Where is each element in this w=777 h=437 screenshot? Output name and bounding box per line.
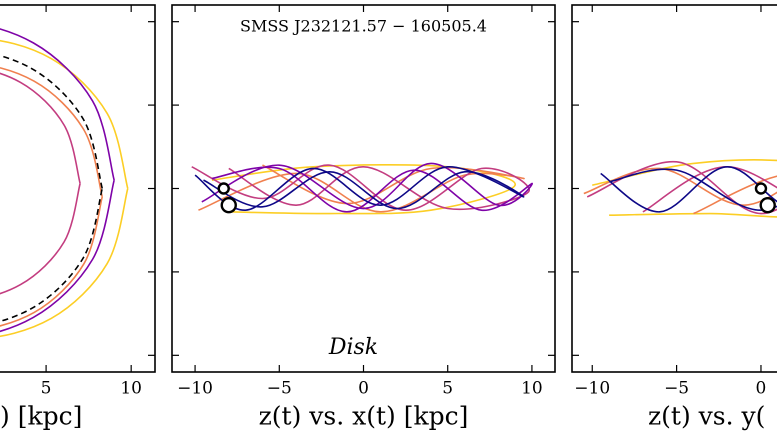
panel: −10 −5 0 z(t) vs. y( [571, 4, 777, 431]
x-tick-label: −5 [267, 379, 292, 399]
x-axis-label: ) [kpc] [0, 402, 82, 431]
orbit [0, 28, 115, 333]
x-axis-label: z(t) vs. y( [648, 402, 765, 431]
x-tick-label: 10 [120, 379, 142, 399]
orbit [592, 159, 777, 218]
orbit [0, 67, 104, 327]
chart-title: SMSS J232121.57 − 160505.4 [240, 17, 487, 36]
orbit [201, 162, 533, 213]
end-marker [220, 196, 237, 214]
plot-area [583, 159, 777, 218]
x-tick-label: 5 [442, 379, 453, 399]
axes-frame [0, 4, 156, 373]
x-tick-label: 0 [756, 379, 767, 399]
x-tick-label: 0 [358, 379, 369, 399]
x-axis-label: z(t) vs. x(t) [kpc] [259, 402, 469, 431]
plot-area [0, 28, 129, 338]
orbit [600, 166, 777, 213]
plot-area [191, 162, 533, 215]
orbit [194, 166, 525, 211]
end-marker [759, 196, 776, 214]
x-tick-label: −10 [574, 379, 610, 399]
orbit [211, 164, 516, 215]
annotation: Disk [328, 335, 378, 360]
x-tick-label: 5 [41, 379, 52, 399]
orbit [0, 39, 129, 338]
x-tick-label: 10 [521, 379, 543, 399]
orbit [191, 164, 530, 211]
orbit [0, 72, 81, 295]
x-tick-label: −10 [177, 379, 213, 399]
orbit [586, 161, 777, 215]
orbit [583, 167, 777, 215]
reference-orbit [0, 54, 104, 323]
panel: −10 −5 0 5 10 z(t) vs. x(t) [kpc] SMSS J232121… [171, 4, 556, 431]
start-marker [217, 182, 230, 195]
start-marker [754, 182, 768, 195]
panel: 5 10 ) [kpc] [0, 4, 156, 431]
x-tick-label: −5 [664, 379, 689, 399]
